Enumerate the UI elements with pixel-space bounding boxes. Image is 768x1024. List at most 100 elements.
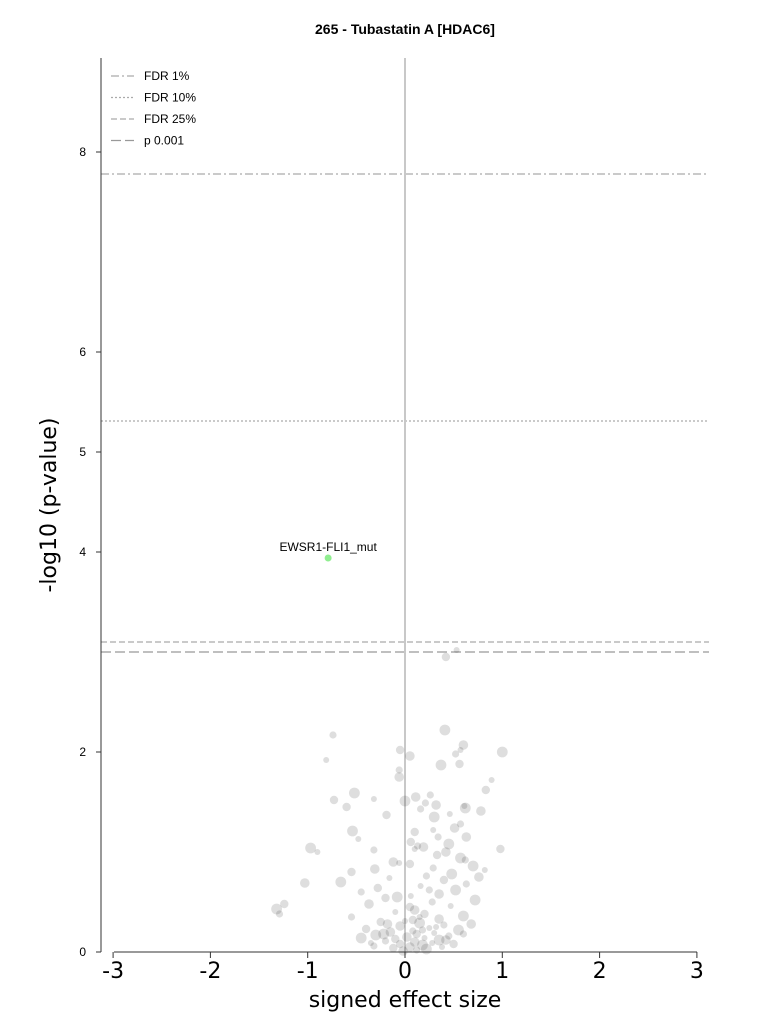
data-point	[395, 745, 405, 755]
data-point	[426, 791, 434, 799]
data-point	[440, 921, 448, 929]
data-point	[373, 883, 382, 893]
data-point	[432, 850, 442, 860]
data-point	[414, 917, 425, 929]
chart-title: 265 - Tubastatin A [HDAC6]	[315, 21, 495, 37]
data-point	[462, 880, 470, 888]
data-point	[381, 893, 390, 903]
data-point	[391, 934, 400, 944]
highlighted-points: EWSR1-FLI1_mut	[279, 540, 377, 562]
data-point	[439, 724, 451, 736]
x-tick-label: 2	[593, 959, 607, 984]
data-point	[314, 849, 321, 855]
data-point	[453, 647, 460, 653]
data-point	[395, 766, 403, 774]
data-point	[323, 757, 330, 763]
data-point	[382, 810, 391, 820]
data-point	[496, 746, 508, 758]
data-point	[271, 903, 282, 915]
data-point	[455, 852, 466, 864]
data-point	[441, 935, 451, 945]
data-point	[458, 740, 469, 750]
data-point	[421, 935, 428, 941]
data-point	[461, 803, 468, 809]
y-tick-label: 4	[79, 545, 86, 559]
data-point	[431, 800, 441, 810]
data-point	[425, 886, 433, 894]
data-point	[461, 832, 472, 842]
data-point	[329, 731, 337, 739]
data-point	[459, 930, 467, 938]
data-point	[409, 927, 417, 935]
data-point	[428, 811, 440, 823]
data-point	[412, 929, 421, 939]
data-point	[466, 919, 477, 929]
data-point	[394, 772, 405, 782]
legend-label: FDR 1%	[144, 69, 190, 83]
y-tick-label: 0	[79, 945, 86, 959]
data-point	[347, 867, 356, 877]
data-point	[443, 838, 455, 850]
data-point	[342, 802, 351, 812]
data-point	[452, 750, 460, 758]
data-point	[453, 924, 464, 936]
data-point	[364, 899, 374, 909]
data-point	[391, 891, 403, 903]
data-point	[370, 864, 380, 874]
data-point	[347, 913, 356, 921]
data-point	[439, 875, 449, 885]
data-point	[357, 888, 365, 896]
data-point	[455, 759, 464, 769]
data-points	[271, 647, 508, 956]
legend-label: FDR 10%	[144, 91, 196, 105]
data-point	[429, 940, 436, 946]
data-point	[458, 910, 469, 922]
data-point	[349, 787, 360, 799]
data-point	[392, 909, 399, 915]
data-point	[410, 827, 419, 837]
data-point	[418, 842, 429, 852]
data-point	[370, 796, 377, 802]
data-point	[305, 842, 316, 854]
data-point	[361, 924, 371, 934]
data-point	[449, 823, 460, 833]
data-point	[434, 914, 444, 924]
data-point	[395, 921, 405, 931]
data-point	[329, 795, 339, 805]
data-point	[416, 914, 423, 920]
data-point	[488, 777, 495, 783]
legend: FDR 1% FDR 10% FDR 25% p 0.001	[111, 69, 196, 148]
data-point	[300, 878, 310, 888]
data-point	[280, 899, 289, 909]
y-tick-label: 8	[79, 145, 86, 159]
data-point	[405, 751, 415, 761]
data-point	[335, 876, 347, 888]
data-point	[411, 846, 418, 852]
data-point	[407, 893, 414, 899]
x-tick-label: -2	[199, 959, 221, 984]
data-point	[405, 942, 415, 952]
data-point	[433, 924, 440, 930]
data-point	[461, 856, 469, 864]
data-point	[426, 925, 433, 931]
x-axis-label: signed effect size	[309, 988, 502, 1013]
x-tick-label: 1	[495, 959, 509, 984]
data-point	[431, 930, 438, 936]
data-point	[433, 934, 445, 946]
data-point	[430, 827, 437, 833]
data-point	[381, 937, 390, 945]
data-point	[409, 905, 420, 915]
y-tick-label: 6	[79, 345, 86, 359]
data-point	[417, 883, 424, 889]
data-point	[434, 833, 442, 841]
data-point	[386, 875, 393, 881]
legend-label: FDR 25%	[144, 112, 196, 126]
data-point	[370, 929, 382, 941]
data-point	[402, 932, 412, 942]
data-point	[459, 802, 471, 814]
data-point	[446, 811, 453, 817]
data-point	[467, 860, 479, 872]
highlighted-point	[324, 554, 332, 562]
data-point	[434, 889, 444, 899]
